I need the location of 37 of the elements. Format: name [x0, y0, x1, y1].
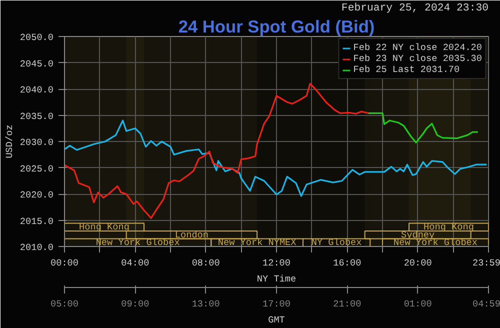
x-tick-label: 04:00: [121, 258, 150, 268]
y-tick-label: 2050.0: [20, 32, 54, 43]
band-label: New York NYMEX: [218, 237, 297, 248]
x-tick-label: 20:00: [404, 258, 432, 268]
x2-tick-label: 09:00: [121, 298, 150, 310]
x-tick-label: 08:00: [192, 258, 220, 268]
x2-tick-label: 01:00: [404, 298, 432, 310]
x2-tick-label: 13:00: [192, 298, 220, 310]
x-tick-label: 00:00: [50, 258, 79, 268]
x2-tick-label: 21:00: [333, 298, 362, 310]
x-tick-label: 23:59: [472, 258, 500, 268]
y-tick-label: 2030.0: [20, 137, 54, 148]
x2-tick-label: 17:00: [262, 298, 291, 310]
chart-title: 24 Hour Spot Gold (Bid): [178, 16, 375, 36]
y-tick-label: 2040.0: [20, 84, 54, 96]
line-series: [64, 82, 370, 219]
y-tick-label: 2035.0: [20, 110, 54, 122]
y-tick-label: 2025.0: [20, 163, 54, 174]
band-label: NY Globex: [311, 237, 362, 248]
line-series: [368, 112, 479, 144]
x2-axis-title: GMT: [268, 314, 286, 326]
legend-label: Feb 25 Last 2031.70: [353, 64, 460, 75]
chart-subtitle: February 25, 2024 23:30: [341, 2, 489, 14]
y-tick-label: 2045.0: [20, 58, 54, 70]
band-label: Hong Kong: [79, 222, 130, 233]
y-axis-title: USD/oz: [4, 124, 15, 158]
y-tick-label: 2010.0: [20, 242, 54, 253]
x-tick-label: 12:00: [262, 258, 291, 268]
x-tick-label: 16:00: [333, 258, 362, 268]
y-tick-label: 2015.0: [20, 216, 54, 227]
x2-tick-label: 05:00: [50, 298, 79, 310]
legend-label: Feb 23 NY close 2035.30: [353, 53, 482, 64]
x-axis-title: NY Time: [256, 274, 296, 284]
line-series: [64, 120, 488, 197]
legend-label: Feb 22 NY close 2024.20: [353, 42, 482, 53]
x2-tick-label: 04:59: [472, 298, 500, 310]
y-tick-label: 2020.0: [20, 190, 54, 200]
